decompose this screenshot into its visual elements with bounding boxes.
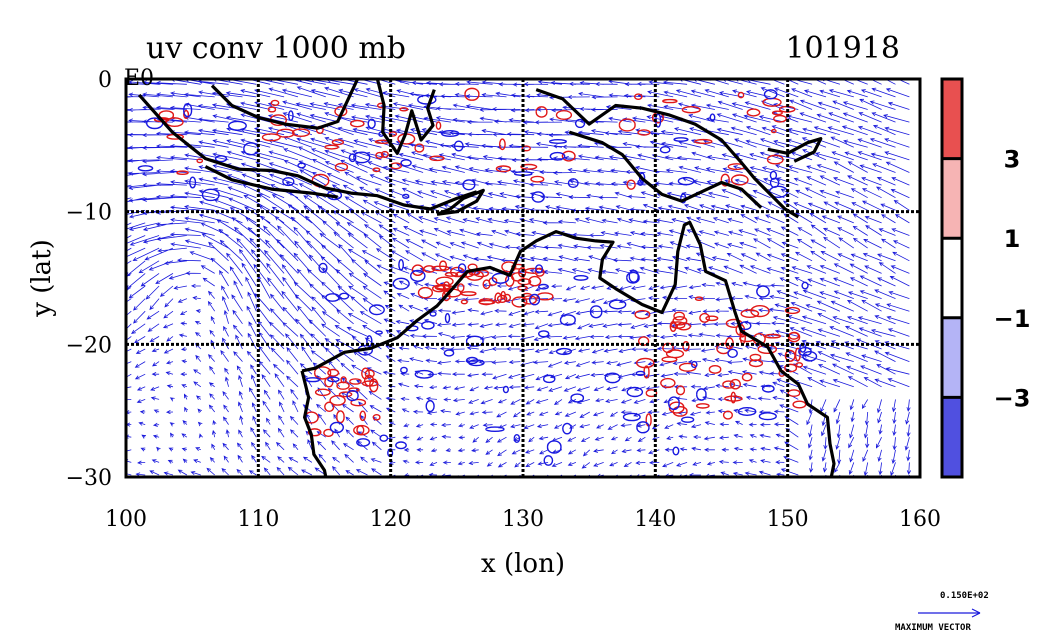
x-tick-110: 110	[237, 507, 279, 532]
coastline-new_guinea_south	[568, 130, 763, 209]
colorbar-band-3	[942, 317, 962, 398]
coastline-new_guinea	[535, 88, 800, 219]
coastline-java_south	[204, 165, 338, 199]
coastline-borneo	[210, 79, 360, 130]
positive-contours-west-australia	[304, 366, 381, 437]
lat-lon-grid	[126, 79, 920, 477]
x-tick-labels: 100 110 120 130 140 150 160	[105, 507, 941, 532]
colorbar-frame	[940, 77, 964, 479]
colorbar-band-1	[942, 158, 962, 239]
y-tick-m30: −30	[66, 466, 112, 491]
colorbar-band-4	[942, 397, 962, 477]
coastline-sulawesi	[375, 79, 436, 155]
positive-contours-islands	[153, 87, 796, 190]
colorbar-tick-3: −3	[994, 384, 1031, 412]
colorbar-tick-1: 1	[1004, 225, 1021, 253]
y-tick-m20: −20	[66, 333, 112, 358]
x-tick-130: 130	[502, 507, 544, 532]
x-axis-label: x (lon)	[481, 549, 565, 579]
negative-contours-australia	[305, 259, 818, 466]
coastline-australia_west	[300, 370, 328, 477]
coastline-sumatra_java	[138, 93, 478, 211]
reference-vector-magnitude: 0.150E+02	[940, 591, 989, 601]
y-tick-0: 0	[98, 68, 112, 93]
reference-vector-caption: MAXIMUM VECTOR	[895, 623, 971, 633]
y-tick-m10: −10	[66, 201, 112, 226]
coastline-new_britain	[767, 137, 823, 163]
x-tick-150: 150	[767, 507, 809, 532]
plot-frame	[124, 77, 922, 479]
time-label: 101918	[785, 31, 900, 66]
chart-title: uv conv 1000 mb	[146, 31, 406, 66]
reference-vector-key: 0.150E+02 MAXIMUM VECTOR	[895, 591, 989, 633]
x-tick-120: 120	[370, 507, 412, 532]
y-tick-labels: 0 −10 −20 −30	[66, 68, 112, 491]
coastlines	[138, 79, 836, 477]
colorbar-band-2	[942, 238, 962, 318]
x-tick-100: 100	[105, 507, 147, 532]
x-tick-160: 160	[899, 507, 941, 532]
y-axis-label: y (lat)	[27, 239, 57, 318]
colorbar-band-0	[942, 79, 962, 159]
colorbar-tick-0: 3	[1004, 146, 1021, 174]
corner-mark: E0	[124, 66, 154, 91]
colorbar: 3 1 −1 −3	[940, 77, 1031, 479]
coastline-australia	[301, 220, 836, 477]
x-tick-140: 140	[634, 507, 676, 532]
colorbar-tick-2: −1	[994, 305, 1031, 333]
